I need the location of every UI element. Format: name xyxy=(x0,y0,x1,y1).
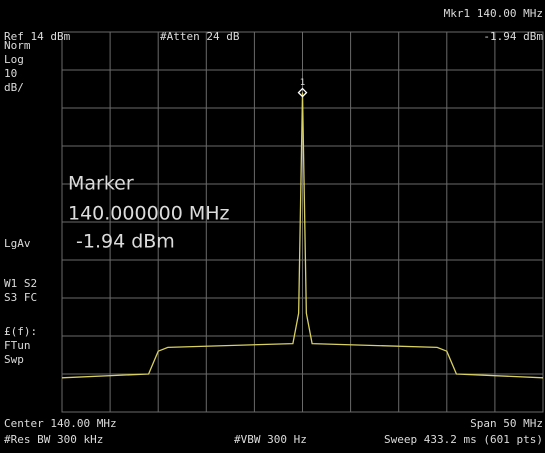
sweep: Sweep 433.2 ms (601 pts) xyxy=(384,433,543,446)
ref-level: Ref 14 dBm xyxy=(4,30,71,43)
span: Span 50 MHz xyxy=(470,417,543,430)
side-label: dB/ xyxy=(4,81,24,94)
marker-number: 1 xyxy=(300,78,305,88)
side-label: 10 xyxy=(4,67,17,80)
atten: #Atten 24 dB xyxy=(160,30,240,43)
vbw: #VBW 300 Hz xyxy=(234,433,307,446)
side-label: Log xyxy=(4,53,24,66)
trace xyxy=(61,92,544,379)
marker-title: Marker xyxy=(68,173,134,195)
rbw: #Res BW 300 kHz xyxy=(4,433,103,446)
marker-amp-box: -1.94 dBm xyxy=(76,231,175,253)
side-label: LgAv xyxy=(4,237,31,250)
graticule xyxy=(61,31,544,413)
side-label: S3 FC xyxy=(4,291,37,304)
side-label: £(f): xyxy=(4,325,37,338)
marker-freq: Mkr1 140.00 MHz xyxy=(444,7,543,20)
marker-diamond xyxy=(297,87,308,98)
marker-amp: -1.94 dBm xyxy=(483,30,543,43)
side-label: Norm xyxy=(4,39,31,52)
side-label: FTun xyxy=(4,339,31,352)
marker-freq-box: 140.000000 MHz xyxy=(68,203,230,225)
side-label: Swp xyxy=(4,353,24,366)
center-freq: Center 140.00 MHz xyxy=(4,417,117,430)
side-label: W1 S2 xyxy=(4,277,37,290)
